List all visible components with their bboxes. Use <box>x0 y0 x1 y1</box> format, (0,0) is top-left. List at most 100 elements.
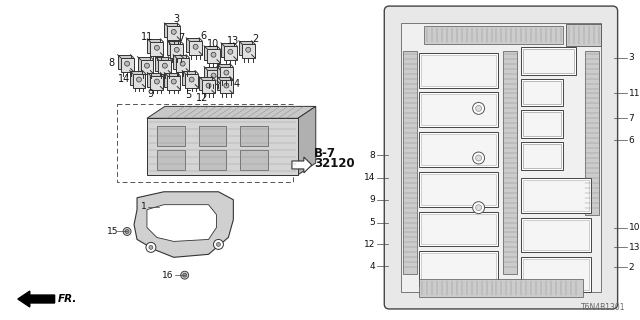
Bar <box>524 259 589 290</box>
Bar <box>150 76 163 90</box>
Bar <box>419 132 499 167</box>
Circle shape <box>180 61 185 66</box>
Bar <box>185 74 198 87</box>
Circle shape <box>145 63 149 68</box>
Text: 14: 14 <box>364 173 375 182</box>
Bar <box>419 53 499 87</box>
Text: 4: 4 <box>370 262 375 271</box>
Circle shape <box>224 83 229 88</box>
Bar <box>167 26 180 40</box>
Bar <box>421 253 497 284</box>
Text: 7: 7 <box>628 114 634 123</box>
Text: B-7: B-7 <box>314 147 336 160</box>
Bar <box>118 55 131 69</box>
Bar <box>207 49 220 63</box>
Bar <box>524 112 561 136</box>
Text: 5: 5 <box>186 91 192 100</box>
Bar <box>401 23 601 292</box>
Text: 7: 7 <box>179 33 185 43</box>
Bar <box>141 60 154 74</box>
Circle shape <box>136 77 141 82</box>
Bar <box>189 41 202 55</box>
Bar <box>198 126 227 146</box>
Text: 2: 2 <box>252 34 259 44</box>
Circle shape <box>146 243 156 252</box>
Circle shape <box>473 202 484 214</box>
Bar <box>186 38 199 52</box>
Circle shape <box>216 243 220 246</box>
Bar <box>421 94 497 125</box>
Circle shape <box>224 70 229 75</box>
Bar <box>176 58 189 72</box>
Circle shape <box>149 245 153 249</box>
Text: 10: 10 <box>207 39 220 49</box>
Text: 3: 3 <box>173 14 180 24</box>
Bar <box>147 73 161 86</box>
Bar <box>524 144 561 168</box>
Circle shape <box>206 83 211 88</box>
Bar <box>524 220 589 250</box>
Bar <box>522 47 576 75</box>
Text: 5: 5 <box>369 218 375 227</box>
Bar <box>204 46 217 60</box>
Polygon shape <box>298 106 316 175</box>
Circle shape <box>473 102 484 114</box>
Bar <box>585 51 599 215</box>
Bar <box>419 279 583 297</box>
Bar <box>138 57 150 71</box>
Bar <box>522 257 591 292</box>
Text: 11: 11 <box>141 32 153 42</box>
Text: 9: 9 <box>369 195 375 204</box>
Text: 6: 6 <box>628 136 634 145</box>
Bar <box>220 80 233 93</box>
Bar <box>202 80 215 93</box>
Bar <box>403 51 417 274</box>
Bar <box>419 251 499 286</box>
Circle shape <box>174 47 179 52</box>
Polygon shape <box>292 157 312 173</box>
Bar <box>419 172 499 207</box>
Bar <box>424 26 563 44</box>
Bar <box>421 134 497 165</box>
Text: 32120: 32120 <box>314 157 355 171</box>
Circle shape <box>125 229 129 234</box>
Circle shape <box>154 45 159 50</box>
Bar <box>240 126 268 146</box>
Bar <box>239 41 252 55</box>
Bar <box>524 180 589 211</box>
Bar <box>150 42 163 56</box>
Polygon shape <box>134 192 234 257</box>
Text: 11: 11 <box>628 89 640 98</box>
Polygon shape <box>147 106 316 118</box>
Bar <box>419 92 499 127</box>
Circle shape <box>473 152 484 164</box>
Circle shape <box>125 61 129 66</box>
Circle shape <box>211 73 216 78</box>
Bar <box>156 57 168 71</box>
Bar <box>157 126 185 146</box>
Bar <box>524 81 561 104</box>
Bar <box>207 70 220 84</box>
Bar <box>220 67 233 81</box>
Bar <box>117 104 293 182</box>
Bar <box>419 212 499 246</box>
Text: T6N4B1301: T6N4B1301 <box>581 303 625 312</box>
Bar <box>524 49 574 73</box>
Bar <box>217 76 230 91</box>
Circle shape <box>214 239 223 249</box>
Circle shape <box>182 273 187 277</box>
Polygon shape <box>147 205 216 241</box>
Bar <box>224 46 237 60</box>
Bar <box>182 71 195 84</box>
Text: 2: 2 <box>628 263 634 272</box>
Text: 10: 10 <box>628 223 640 232</box>
Bar <box>566 24 601 46</box>
Bar <box>158 60 172 74</box>
Circle shape <box>476 105 481 111</box>
Bar <box>240 150 268 170</box>
Bar <box>167 76 180 90</box>
Bar <box>129 71 143 84</box>
Bar <box>170 44 183 58</box>
Circle shape <box>193 44 198 49</box>
Text: 1: 1 <box>141 202 147 211</box>
